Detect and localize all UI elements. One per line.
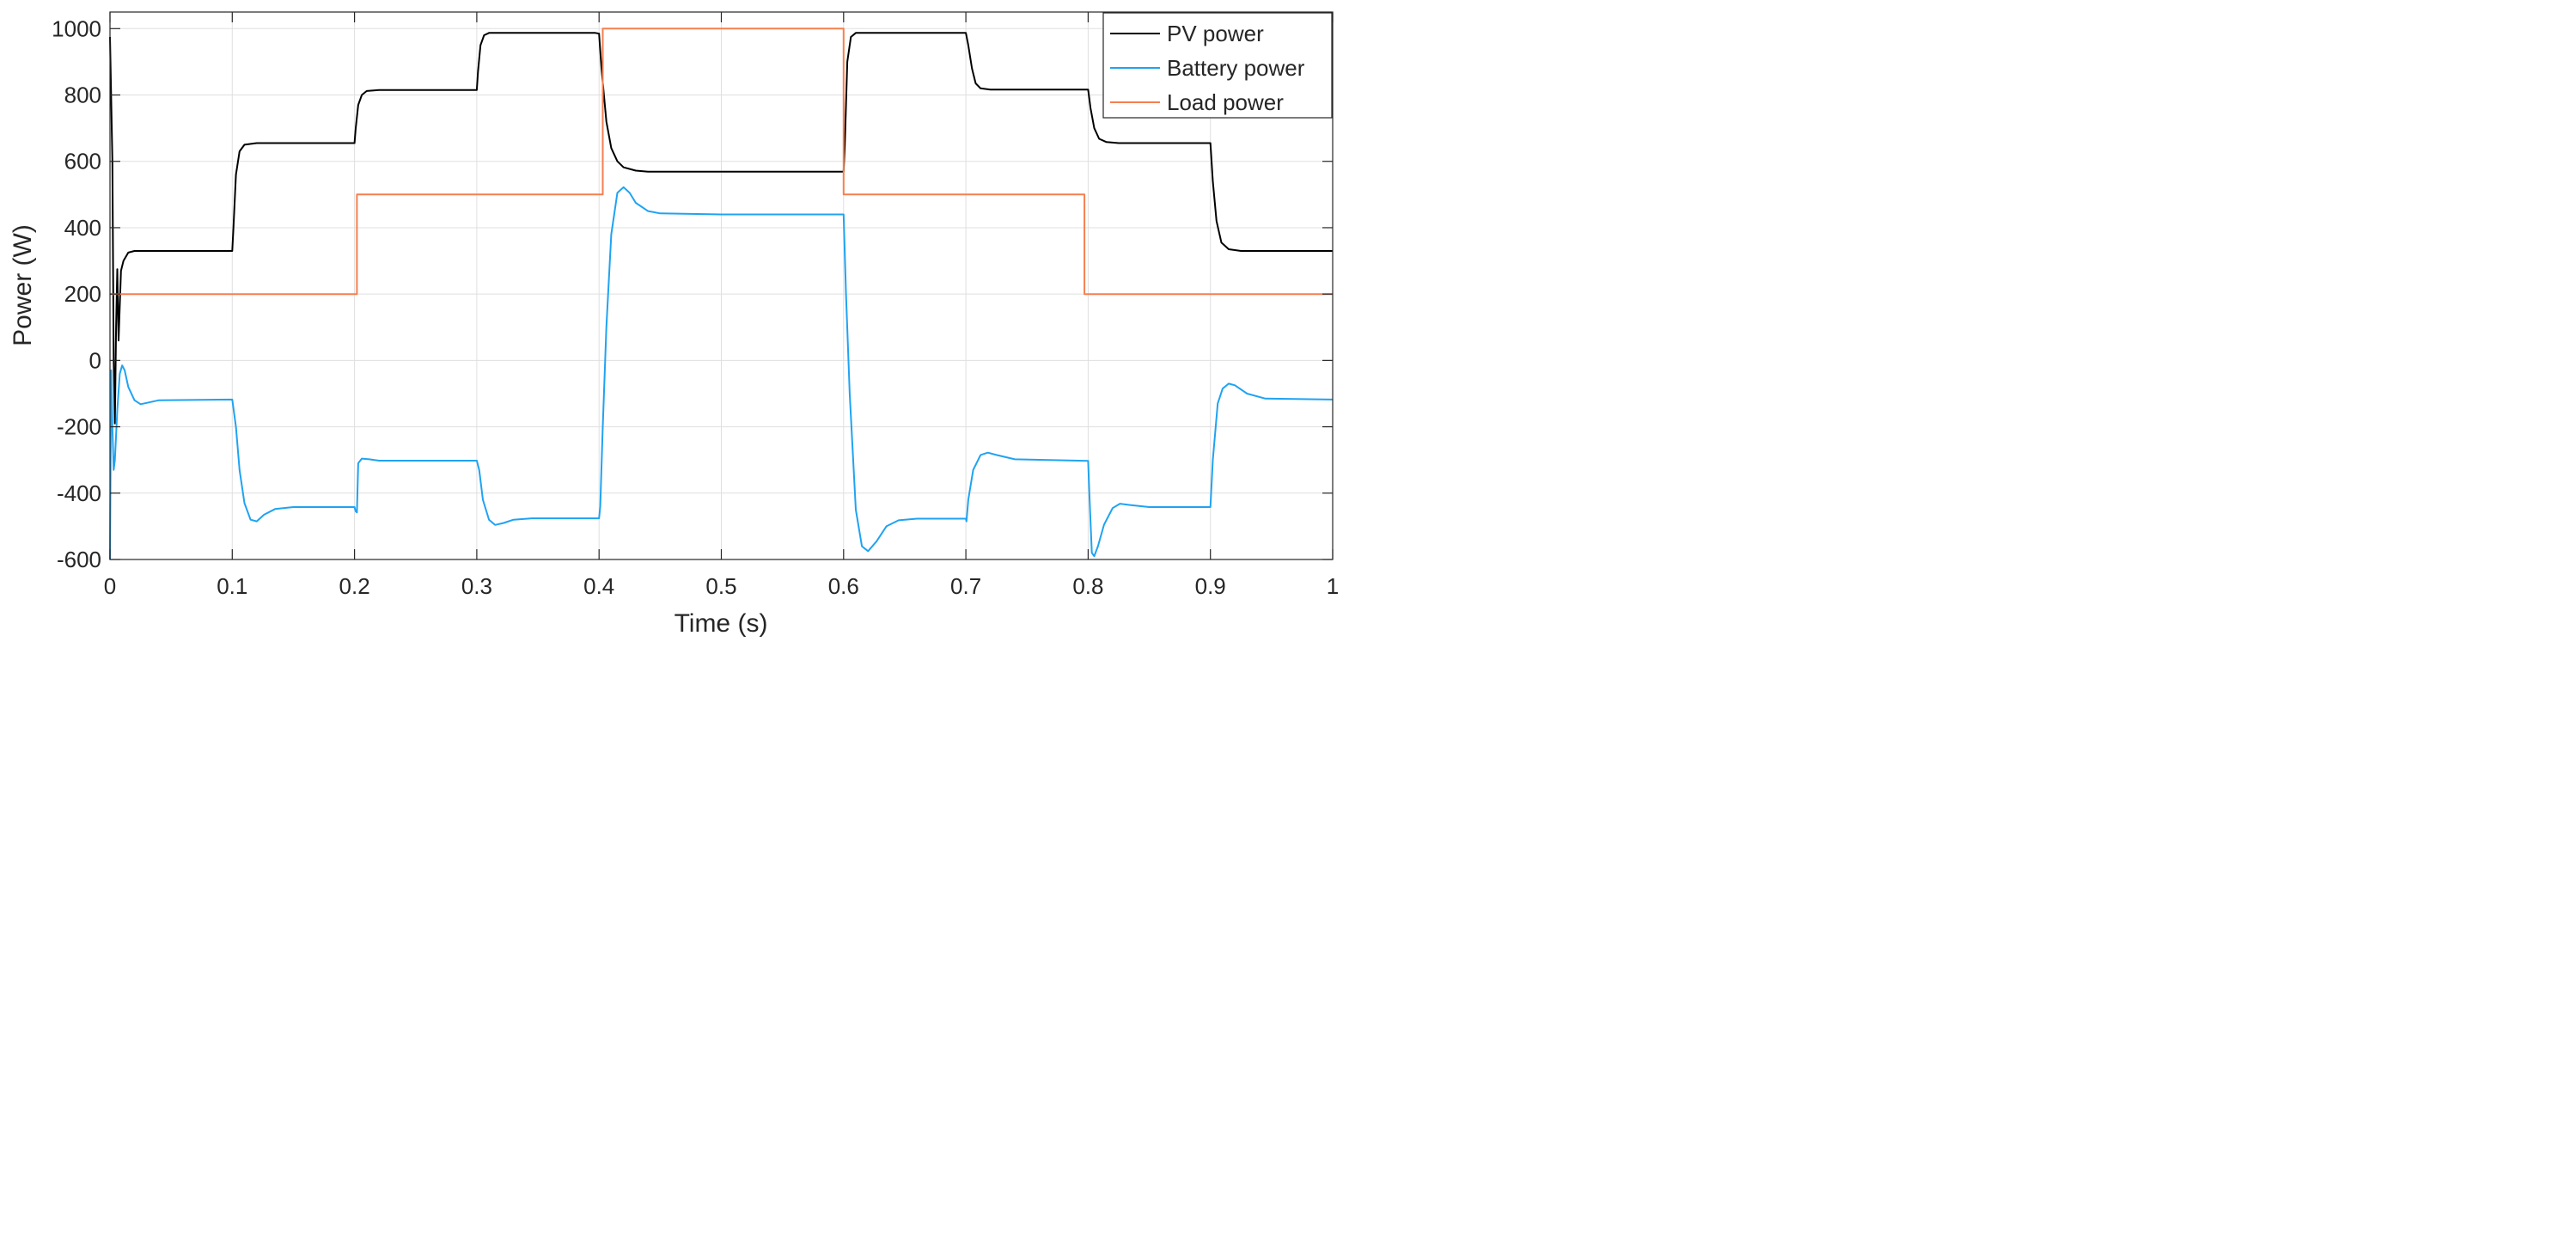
y-tick-label: -400 [57, 480, 101, 506]
y-axis-label: Power (W) [9, 224, 37, 346]
line-chart: 0 0.1 0.2 0.3 0.4 0.5 0.6 0.7 0.8 0.9 1 -600 -400 -2… [0, 0, 1344, 645]
x-tick-label: 0.7 [950, 573, 981, 599]
y-tick-label: -600 [57, 547, 101, 572]
battery-power-line [109, 186, 1334, 560]
y-tick-label: 800 [64, 83, 101, 108]
x-tick-label: 0.1 [217, 573, 247, 599]
y-tick-labels: -600 -400 -200 0 200 400 600 800 1000 [52, 15, 101, 572]
y-tick-label: 400 [64, 215, 101, 241]
legend-label-load-power: Load power [1167, 89, 1284, 115]
y-tick-label: 1000 [52, 15, 101, 41]
x-tick-label: 0.3 [461, 573, 492, 599]
x-tick-label: 0.4 [583, 573, 614, 599]
legend: PV power Battery power Load power [1102, 12, 1333, 119]
x-axis-label: Time (s) [675, 609, 768, 638]
x-tick-label: 0.6 [828, 573, 859, 599]
x-tick-labels: 0 0.1 0.2 0.3 0.4 0.5 0.6 0.7 0.8 0.9 1 [104, 573, 1339, 599]
x-tick-label: 0 [104, 573, 116, 599]
plot-series [109, 28, 1334, 560]
x-tick-label: 0.2 [339, 573, 370, 599]
x-tick-label: 1 [1327, 573, 1339, 599]
load-power-line [110, 28, 1333, 296]
legend-label-pv-power: PV power [1167, 21, 1264, 46]
x-tick-label: 0.5 [705, 573, 736, 599]
y-tick-label: 200 [64, 281, 101, 307]
y-tick-label: 600 [64, 149, 101, 174]
chart-figure: 0 0.1 0.2 0.3 0.4 0.5 0.6 0.7 0.8 0.9 1 -600 -400 -2… [0, 0, 1344, 645]
legend-box [1102, 12, 1333, 119]
legend-label-battery-power: Battery power [1167, 55, 1305, 81]
y-tick-label: -200 [57, 414, 101, 440]
y-tick-label: 0 [89, 347, 101, 373]
x-tick-label: 0.8 [1072, 573, 1103, 599]
x-tick-label: 0.9 [1195, 573, 1226, 599]
pv-power-line [109, 32, 1333, 425]
